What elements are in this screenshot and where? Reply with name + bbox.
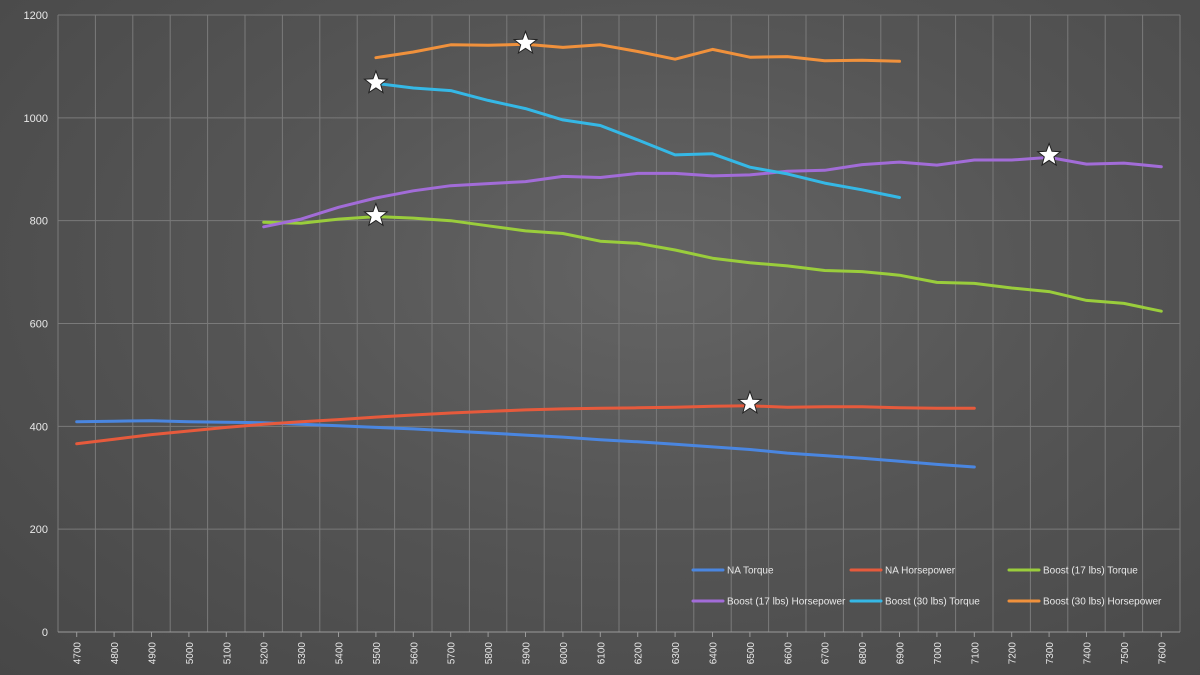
x-tick-label: 6200: [634, 642, 645, 665]
series-lines: [75, 42, 1163, 469]
x-tick-label: 6000: [559, 642, 570, 665]
x-tick-label: 6100: [596, 642, 607, 665]
x-tick-label: 4700: [73, 642, 84, 665]
x-tick-label: 7600: [1157, 642, 1168, 665]
star-icon: [737, 389, 763, 415]
x-tick-label: 5900: [522, 642, 533, 665]
x-tick-label: 6300: [671, 642, 682, 665]
series-line: [75, 404, 976, 446]
star-icon: [363, 69, 389, 94]
x-tick-label: 5300: [297, 642, 308, 665]
x-tick-label: 5800: [484, 642, 495, 665]
y-tick-label: 800: [30, 216, 48, 228]
axis-ticks: 0 200 400 600 800 1000 1200 4700 4800 4900 5000 510…: [24, 10, 1169, 664]
legend-label: Boost (17 lbs) Torque: [1043, 566, 1138, 577]
grid: [57, 14, 1181, 637]
x-tick-label: 6900: [896, 642, 907, 665]
x-tick-label: 5500: [372, 642, 383, 665]
star-icon: [1036, 141, 1062, 167]
x-tick-label: 7300: [1045, 642, 1056, 665]
series-line: [75, 419, 976, 469]
x-tick-label: 6500: [746, 642, 757, 665]
y-tick-label: 600: [30, 319, 48, 331]
y-tick-label: 1200: [24, 10, 48, 22]
x-tick-label: 7200: [1008, 642, 1019, 665]
star-icon: [512, 29, 539, 55]
x-tick-label: 7400: [1083, 642, 1094, 665]
x-tick-label: 6800: [858, 642, 869, 665]
x-tick-label: 5200: [260, 642, 271, 665]
star-annotations: [363, 29, 1062, 415]
legend-label: NA Torque: [727, 566, 774, 577]
series-line: [262, 215, 1163, 313]
x-tick-label: 5600: [409, 642, 420, 665]
legend-label: Boost (17 lbs) Horsepower: [727, 597, 846, 608]
y-tick-label: 1000: [24, 113, 48, 125]
x-tick-label: 6400: [709, 642, 720, 665]
legend-label: NA Horsepower: [885, 566, 956, 577]
x-tick-label: 5400: [335, 642, 346, 665]
x-tick-label: 5000: [185, 642, 196, 665]
legend: NA Torque NA Horsepower Boost (17 lbs) Tor…: [691, 566, 1162, 608]
x-tick-label: 6600: [783, 642, 794, 665]
x-tick-label: 7500: [1120, 642, 1131, 665]
x-tick-label: 7000: [933, 642, 944, 665]
y-tick-label: 0: [42, 627, 48, 639]
series-line: [374, 42, 901, 63]
series-line: [374, 81, 901, 199]
legend-label: Boost (30 lbs) Horsepower: [1043, 597, 1162, 608]
x-tick-label: 4900: [148, 642, 159, 665]
series-line: [262, 155, 1163, 229]
y-tick-label: 200: [30, 524, 48, 536]
x-tick-label: 5100: [222, 642, 233, 665]
x-tick-label: 5700: [447, 642, 458, 665]
x-tick-label: 6700: [821, 642, 832, 665]
legend-label: Boost (30 lbs) Torque: [885, 597, 980, 608]
star-icon: [363, 202, 389, 227]
x-tick-label: 4800: [110, 642, 121, 665]
x-tick-label: 7100: [970, 642, 981, 665]
y-tick-label: 400: [30, 421, 48, 433]
